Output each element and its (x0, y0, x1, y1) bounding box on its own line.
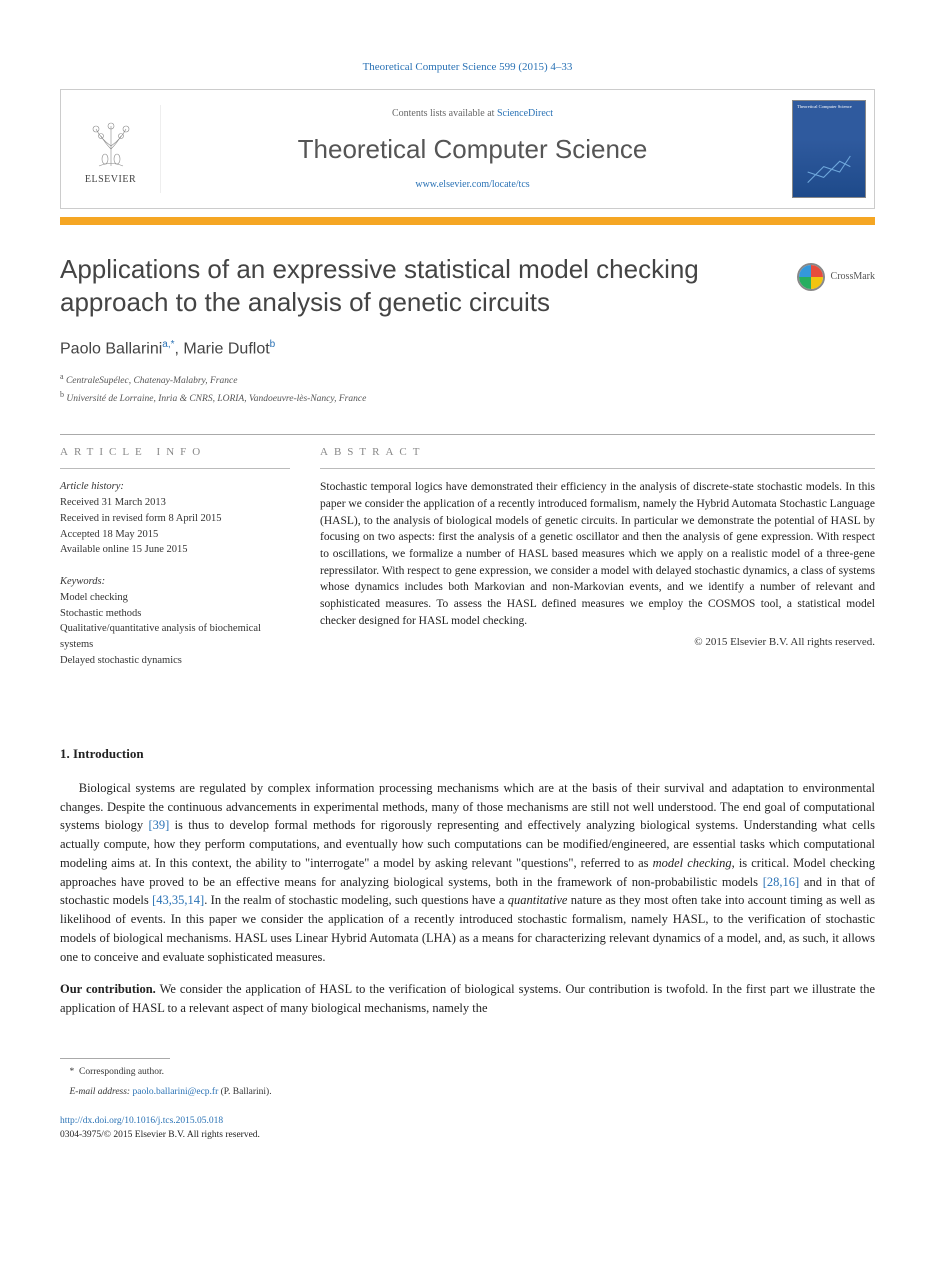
article-info-column: ARTICLE INFO Article history: Received 3… (60, 435, 290, 685)
crossmark-badge[interactable]: CrossMark (797, 263, 875, 291)
cover-title-text: Theoretical Computer Science (797, 105, 861, 110)
author-2-affil-sup: b (270, 339, 276, 350)
crossmark-label: CrossMark (831, 270, 875, 284)
history-line: Received in revised form 8 April 2015 (60, 511, 290, 527)
history-label: Article history: (60, 479, 290, 495)
ref-43-35-14[interactable]: [43,35,14] (152, 893, 204, 907)
contribution-paragraph: Our contribution. We consider the applic… (60, 980, 875, 1018)
section-1-heading: 1. Introduction (60, 745, 875, 763)
elsevier-tree-icon (81, 111, 141, 171)
author-2-name[interactable]: Marie Duflot (183, 341, 269, 358)
email-label: E-mail address: (70, 1087, 131, 1097)
article-history-block: Article history: Received 31 March 2013 … (60, 479, 290, 558)
keyword: Model checking (60, 590, 290, 606)
ref-39[interactable]: [39] (148, 818, 169, 832)
keywords-block: Keywords: Model checking Stochastic meth… (60, 574, 290, 669)
orange-divider-bar (60, 217, 875, 225)
contents-prefix: Contents lists available at (392, 108, 497, 119)
abstract-copyright: © 2015 Elsevier B.V. All rights reserved… (320, 635, 875, 650)
history-line: Accepted 18 May 2015 (60, 527, 290, 543)
abstract-heading: ABSTRACT (320, 435, 875, 469)
affiliation-a: a CentraleSupélec, Chatenay-Malabry, Fra… (60, 371, 875, 388)
ref-28-16[interactable]: [28,16] (763, 875, 799, 889)
contribution-runin-heading: Our contribution. (60, 982, 156, 996)
publisher-name: ELSEVIER (85, 173, 136, 187)
footnote-email: E-mail address: paolo.ballarini@ecp.fr (… (60, 1085, 875, 1099)
keyword: Stochastic methods (60, 606, 290, 622)
article-title: Applications of an expressive statistica… (60, 253, 777, 318)
issn-copyright-line: 0304-3975/© 2015 Elsevier B.V. All right… (60, 1130, 260, 1140)
abstract-text: Stochastic temporal logics have demonstr… (320, 479, 875, 629)
journal-homepage-link[interactable]: www.elsevier.com/locate/tcs (415, 178, 529, 192)
keyword: Delayed stochastic dynamics (60, 653, 290, 669)
affiliation-b: b Université de Lorraine, Inria & CNRS, … (60, 389, 875, 406)
contents-lists-line: Contents lists available at ScienceDirec… (392, 107, 553, 121)
sciencedirect-link[interactable]: ScienceDirect (497, 108, 553, 119)
author-1-affil-sup: a, (162, 339, 170, 350)
author-list: Paolo Ballarinia,*, Marie Duflotb (60, 338, 875, 361)
affiliations-block: a CentraleSupélec, Chatenay-Malabry, Fra… (60, 371, 875, 406)
email-person: (P. Ballarini). (221, 1087, 272, 1097)
journal-title: Theoretical Computer Science (298, 131, 648, 167)
publisher-logo: ELSEVIER (61, 105, 161, 193)
history-line: Available online 15 June 2015 (60, 542, 290, 558)
history-line: Received 31 March 2013 (60, 495, 290, 511)
doi-link[interactable]: http://dx.doi.org/10.1016/j.tcs.2015.05.… (60, 1116, 223, 1126)
corresponding-email-link[interactable]: paolo.ballarini@ecp.fr (132, 1087, 218, 1097)
journal-cover-thumbnail: Theoretical Computer Science (792, 100, 866, 198)
abstract-column: ABSTRACT Stochastic temporal logics have… (320, 435, 875, 685)
footnote-separator (60, 1058, 170, 1059)
doi-issn-block: http://dx.doi.org/10.1016/j.tcs.2015.05.… (60, 1115, 875, 1142)
keywords-label: Keywords: (60, 574, 290, 590)
article-info-heading: ARTICLE INFO (60, 435, 290, 469)
journal-header-box: ELSEVIER Contents lists available at Sci… (60, 89, 875, 209)
footnote-corresponding: * Corresponding author. (60, 1065, 875, 1079)
contribution-text: We consider the application of HASL to t… (60, 982, 875, 1015)
keyword: Qualitative/quantitative analysis of bio… (60, 621, 290, 653)
journal-citation: Theoretical Computer Science 599 (2015) … (60, 60, 875, 75)
crossmark-icon (797, 263, 825, 291)
intro-paragraph: Biological systems are regulated by comp… (60, 779, 875, 967)
author-1-name[interactable]: Paolo Ballarini (60, 341, 162, 358)
